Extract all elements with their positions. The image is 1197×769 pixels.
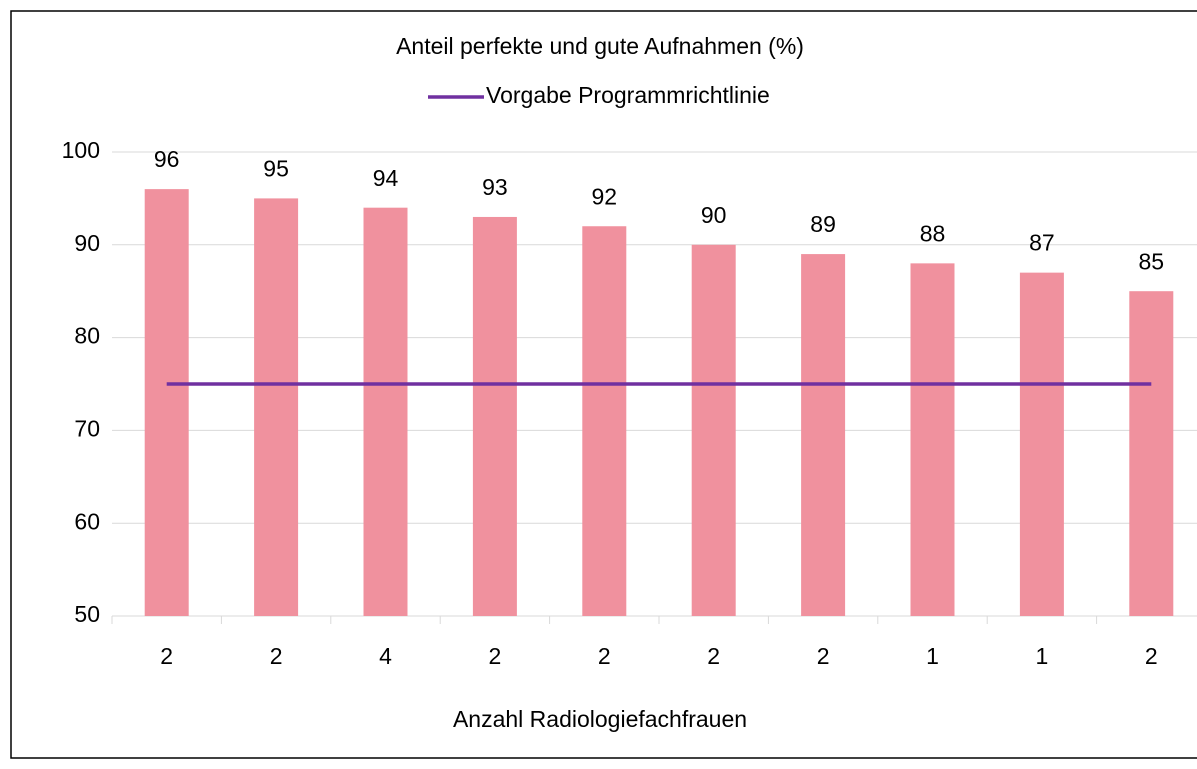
x-tick-label: 2 — [489, 643, 502, 669]
x-tick-label: 2 — [160, 643, 173, 669]
y-tick-label: 90 — [74, 230, 100, 256]
bar — [582, 226, 627, 617]
bar — [910, 263, 955, 616]
bar — [144, 189, 189, 616]
data-label: 94 — [373, 165, 399, 191]
legend-label: Vorgabe Programmrichtlinie — [486, 82, 770, 108]
y-tick-label: 100 — [62, 137, 100, 163]
x-tick-label: 2 — [707, 643, 720, 669]
bar — [254, 198, 299, 616]
bar — [801, 254, 846, 616]
bar — [1129, 291, 1174, 616]
data-label: 85 — [1139, 248, 1165, 274]
x-tick-label: 4 — [379, 643, 392, 669]
data-label: 90 — [701, 202, 727, 228]
x-tick-label: 2 — [1145, 643, 1158, 669]
x-axis-title: Anzahl Radiologiefachfrauen — [453, 706, 747, 732]
data-label: 95 — [263, 155, 289, 181]
data-label: 87 — [1029, 230, 1055, 256]
data-label: 88 — [920, 220, 946, 246]
x-tick-label: 2 — [817, 643, 830, 669]
bar — [363, 207, 408, 616]
data-label: 93 — [482, 174, 508, 200]
data-label: 92 — [592, 183, 618, 209]
y-tick-label: 60 — [74, 508, 100, 534]
chart-title: Anteil perfekte und gute Aufnahmen (%) — [396, 33, 804, 59]
x-tick-label: 2 — [270, 643, 283, 669]
data-label: 89 — [810, 211, 836, 237]
y-tick-label: 80 — [74, 323, 100, 349]
bar — [1019, 272, 1064, 616]
x-tick-label: 1 — [926, 643, 939, 669]
bar — [472, 216, 517, 616]
bar — [691, 244, 736, 617]
y-tick-label: 50 — [74, 601, 100, 627]
data-label: 96 — [154, 146, 180, 172]
x-tick-label: 1 — [1036, 643, 1049, 669]
x-tick-label: 2 — [598, 643, 611, 669]
y-tick-label: 70 — [74, 415, 100, 441]
